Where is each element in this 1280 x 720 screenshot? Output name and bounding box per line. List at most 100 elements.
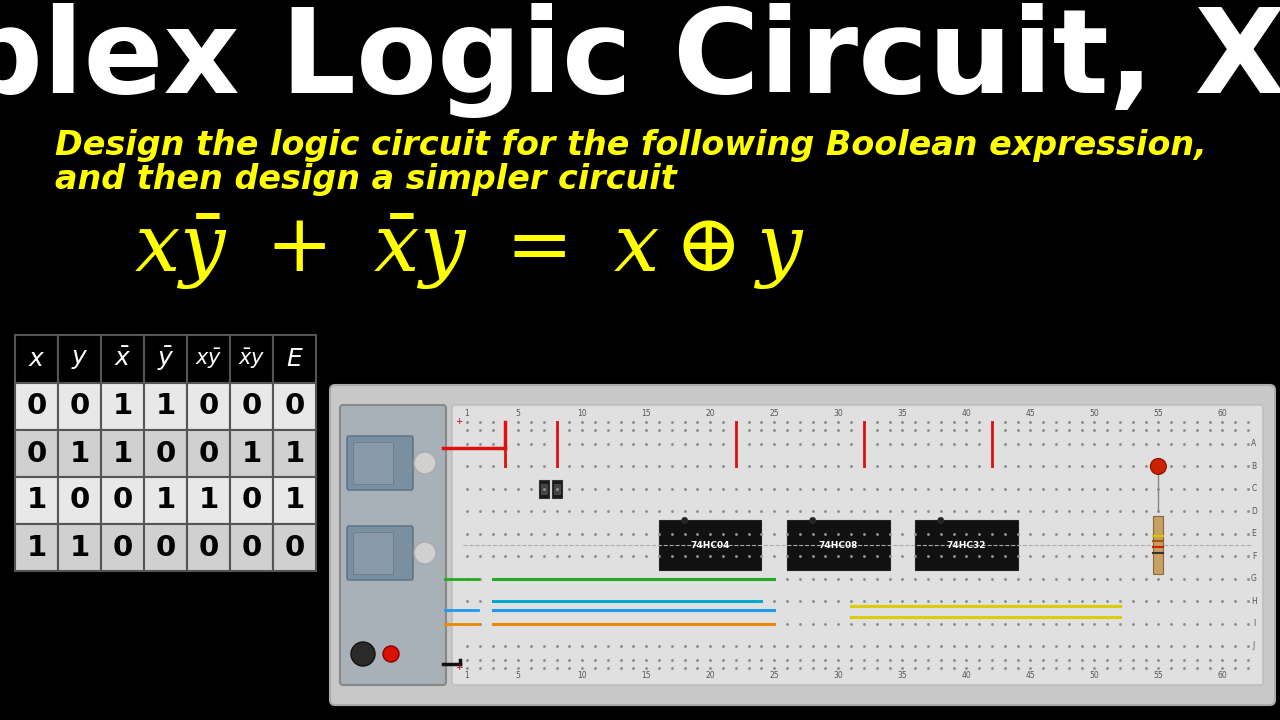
Text: 20: 20 [705,410,716,418]
Bar [58,524,101,571]
Bar [230,335,273,383]
Bar [58,430,101,477]
Text: 0: 0 [27,439,46,467]
Text: I: I [1253,619,1256,628]
Text: $\bar{y}$: $\bar{y}$ [156,345,174,373]
Text: 30: 30 [833,670,844,680]
Text: and then design a simpler circuit: and then design a simpler circuit [55,163,677,197]
Text: 1: 1 [113,439,133,467]
Bar [143,335,187,383]
Bar [101,524,143,571]
Text: 1: 1 [27,534,46,562]
Text: 1: 1 [198,487,219,515]
FancyBboxPatch shape [330,385,1275,705]
Text: 10: 10 [577,410,588,418]
Text: E: E [1252,529,1257,539]
Text: 15: 15 [641,410,652,418]
Text: +: + [456,418,463,426]
FancyBboxPatch shape [452,405,1263,685]
Text: 50: 50 [1089,670,1100,680]
Text: 0: 0 [198,534,219,562]
Circle shape [810,517,815,523]
Text: $E$: $E$ [285,347,303,371]
Bar [101,430,143,477]
Text: 0: 0 [69,392,90,420]
Bar [230,524,273,571]
Bar [58,383,101,430]
Text: 1: 1 [113,392,133,420]
Circle shape [413,452,436,474]
FancyBboxPatch shape [340,405,445,685]
Bar [539,480,549,498]
Text: 15: 15 [641,670,652,680]
Text: $x\bar{y}\ +\ \bar{x}y\ =\ x\oplus y$: $x\bar{y}\ +\ \bar{x}y\ =\ x\oplus y$ [134,212,805,292]
Text: +: + [456,664,463,672]
Bar [143,430,187,477]
Text: 0: 0 [113,534,133,562]
Text: 55: 55 [1153,670,1164,680]
Text: Complex Logic Circuit, XOR ⊕: Complex Logic Circuit, XOR ⊕ [0,2,1280,117]
Text: $y$: $y$ [70,347,88,371]
Bar [230,383,273,430]
Bar [15,430,58,477]
Bar [143,524,187,571]
Text: 1: 1 [465,410,470,418]
Text: A: A [1252,439,1257,449]
Text: G: G [1251,574,1257,583]
Text: 0: 0 [198,439,219,467]
Text: $x\bar{y}$: $x\bar{y}$ [195,347,223,371]
Bar [15,477,58,524]
Text: B: B [1252,462,1257,471]
Text: 0: 0 [242,487,261,515]
Bar [187,477,230,524]
Text: 30: 30 [833,410,844,418]
Bar [273,335,316,383]
Bar [230,477,273,524]
Text: 1: 1 [69,534,90,562]
Text: 25: 25 [769,670,780,680]
Text: $x$: $x$ [28,347,45,371]
Bar [187,383,230,430]
Text: $\bar{x}$: $\bar{x}$ [114,347,132,371]
Text: 0: 0 [155,439,175,467]
Text: 74HC32: 74HC32 [947,541,986,549]
Bar [1153,516,1164,574]
Bar [58,335,101,383]
FancyBboxPatch shape [347,436,413,490]
Text: 0: 0 [284,392,305,420]
Text: 45: 45 [1025,670,1036,680]
Bar [552,480,562,498]
Text: 40: 40 [961,410,972,418]
Bar [353,442,393,484]
Text: 1: 1 [69,439,90,467]
Text: 45: 45 [1025,410,1036,418]
Text: 1: 1 [27,487,46,515]
Text: 0: 0 [155,534,175,562]
Bar [659,521,762,570]
Text: 74HC08: 74HC08 [819,541,858,549]
Text: C: C [1252,485,1257,493]
Text: $\bar{x}y$: $\bar{x}y$ [238,347,265,371]
Circle shape [413,542,436,564]
Bar [353,532,393,574]
Bar [143,477,187,524]
Text: 1: 1 [155,392,175,420]
Text: 0: 0 [198,392,219,420]
Text: 0: 0 [242,392,261,420]
Text: 5: 5 [516,410,521,418]
Text: 1: 1 [242,439,261,467]
Bar [15,335,58,383]
Text: 10: 10 [577,670,588,680]
Bar [101,383,143,430]
Bar [15,524,58,571]
Bar [143,383,187,430]
FancyBboxPatch shape [347,526,413,580]
Text: 0: 0 [242,534,261,562]
Text: 5: 5 [516,670,521,680]
Text: 1: 1 [284,439,305,467]
Text: 0: 0 [27,392,46,420]
Bar [101,335,143,383]
Text: 35: 35 [897,410,908,418]
Text: 20: 20 [705,670,716,680]
Text: 50: 50 [1089,410,1100,418]
